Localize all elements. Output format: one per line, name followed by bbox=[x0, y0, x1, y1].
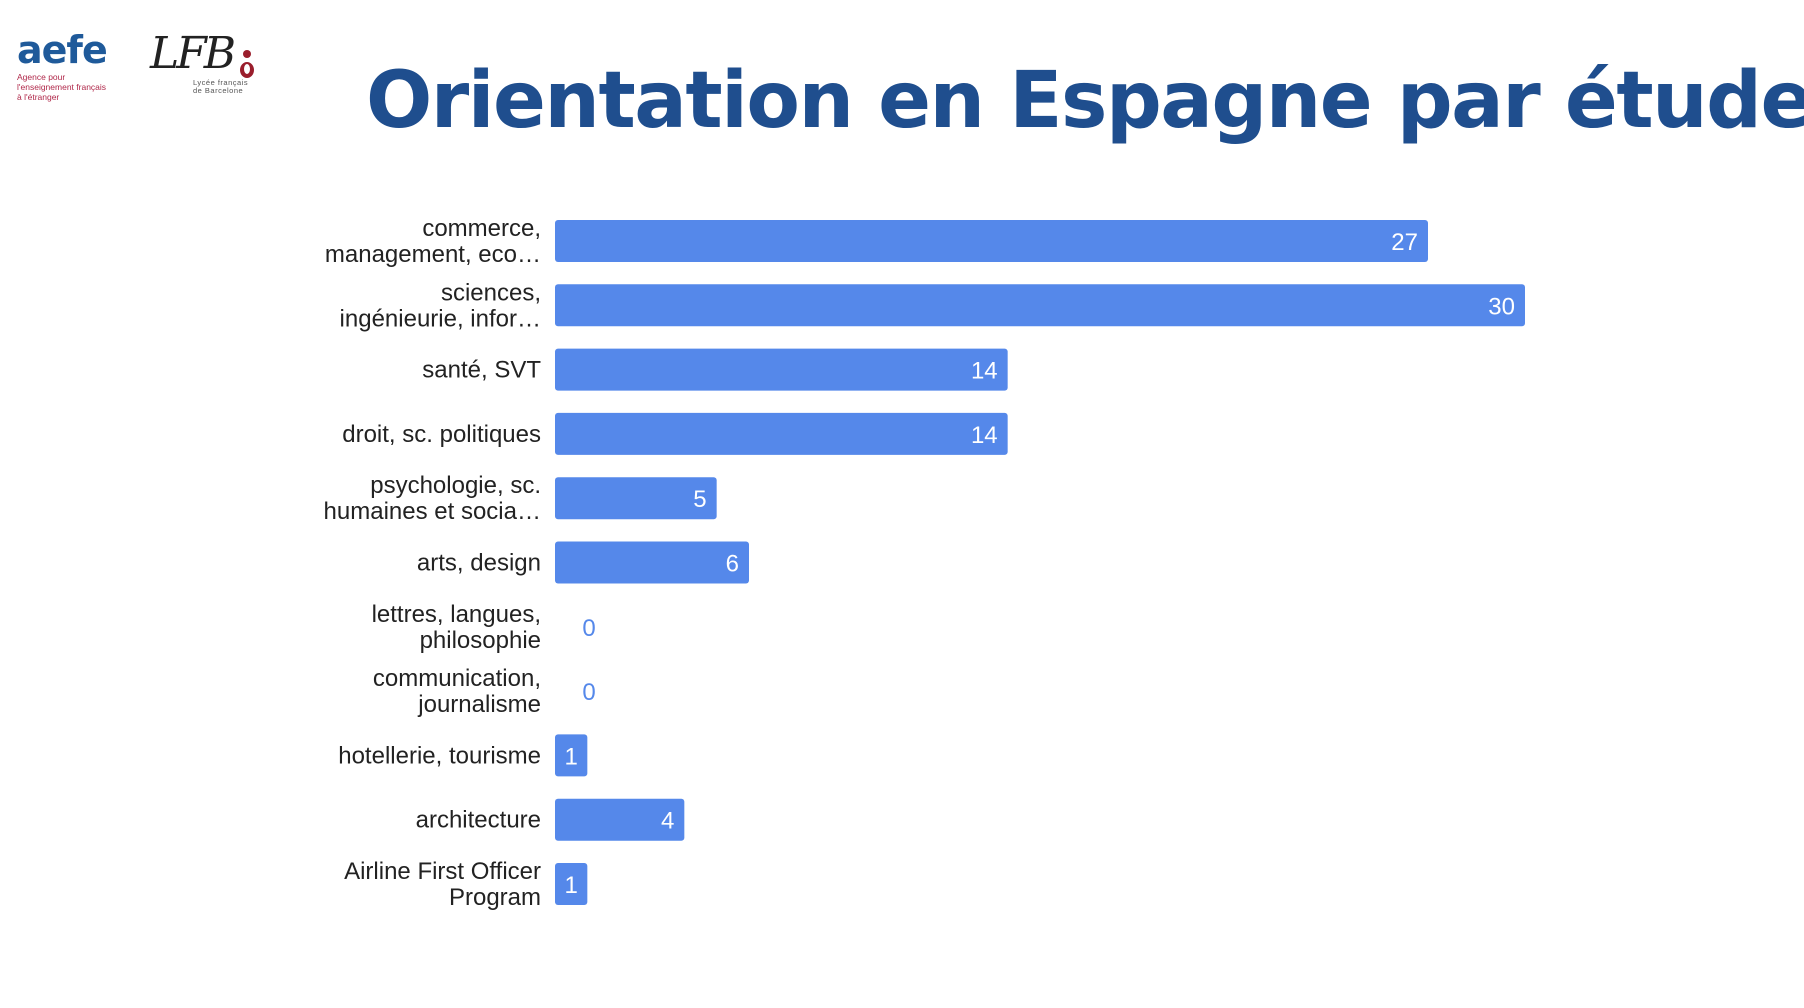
category-label: sciences, ingénieurie, infor… bbox=[340, 279, 541, 332]
category-label: hotellerie, tourisme bbox=[338, 742, 541, 769]
aefe-logo-subtitle: Agence pour l'enseignement français à l'… bbox=[17, 72, 137, 102]
category-label-line: Program bbox=[449, 884, 541, 911]
lfb-logo-line2: de Barcelone bbox=[193, 86, 244, 95]
bar bbox=[555, 734, 588, 777]
category-label-line: philosophie bbox=[420, 627, 541, 654]
value-label: 27 bbox=[1391, 229, 1418, 256]
category-label: santé, SVT bbox=[422, 357, 541, 384]
category-label-line: psychologie, sc. bbox=[370, 472, 541, 499]
category-label-line: commerce, bbox=[422, 215, 541, 242]
value-label: 1 bbox=[564, 872, 577, 899]
bar bbox=[555, 412, 1008, 455]
category-label-line: humaines et socia… bbox=[324, 498, 541, 525]
value-label: 30 bbox=[1488, 293, 1515, 320]
category-label-line: ingénieurie, infor… bbox=[340, 305, 541, 332]
lfb-logo-figure-icon bbox=[240, 50, 254, 78]
category-label-line: journalisme bbox=[417, 691, 541, 718]
bar bbox=[555, 863, 588, 905]
aefe-logo: aefe Agence pour l'enseignement français… bbox=[17, 30, 137, 102]
category-label-line: lettres, langues, bbox=[372, 601, 541, 628]
value-label: 1 bbox=[564, 743, 577, 770]
category-label-line: communication, bbox=[373, 665, 541, 692]
lfb-logo: LFB Lycée français de Barcelone bbox=[150, 30, 260, 100]
category-label: arts, design bbox=[417, 550, 541, 577]
aefe-logo-line3: à l'étranger bbox=[17, 92, 60, 102]
bar bbox=[555, 477, 717, 520]
category-label-line: management, eco… bbox=[325, 241, 541, 268]
category-label-line: Airline First Officer bbox=[344, 858, 541, 885]
category-label: communication, journalisme bbox=[373, 665, 541, 718]
bar bbox=[555, 284, 1525, 327]
category-label: commerce, management, eco… bbox=[325, 215, 541, 268]
category-label: droit, sc. politiques bbox=[342, 421, 541, 448]
category-label: psychologie, sc. humaines et socia… bbox=[324, 472, 541, 525]
bar bbox=[555, 220, 1428, 262]
aefe-logo-word: aefe bbox=[17, 28, 108, 72]
bar bbox=[555, 541, 749, 584]
value-label: 6 bbox=[726, 551, 739, 578]
value-label: 14 bbox=[971, 422, 998, 449]
aefe-logo-line1: Agence pour bbox=[17, 72, 66, 82]
category-label-line: santé, SVT bbox=[422, 357, 541, 384]
category-label-line: droit, sc. politiques bbox=[342, 421, 541, 448]
lfb-logo-line1: Lycée français bbox=[193, 78, 249, 87]
value-label: 0 bbox=[582, 615, 595, 642]
bar bbox=[555, 798, 685, 841]
category-label-line: architecture bbox=[416, 807, 541, 834]
category-label-line: hotellerie, tourisme bbox=[338, 742, 541, 769]
aefe-logo-line2: l'enseignement français bbox=[17, 82, 107, 92]
category-label-line: arts, design bbox=[417, 550, 541, 577]
lfb-logo-subtitle: Lycée français de Barcelone bbox=[193, 79, 248, 95]
category-label-line: sciences, bbox=[441, 279, 541, 306]
category-label: Airline First Officer Program bbox=[344, 858, 541, 911]
lfb-logo-letters: LFB bbox=[150, 28, 236, 79]
page-title: Orientation en Espagne par études bbox=[366, 56, 1804, 146]
value-label: 14 bbox=[971, 358, 998, 385]
bar bbox=[555, 348, 1008, 391]
value-label: 4 bbox=[661, 808, 674, 835]
category-label: lettres, langues, philosophie bbox=[372, 601, 541, 654]
value-label: 5 bbox=[693, 486, 706, 513]
category-label: architecture bbox=[416, 807, 541, 834]
value-label: 0 bbox=[582, 679, 595, 706]
